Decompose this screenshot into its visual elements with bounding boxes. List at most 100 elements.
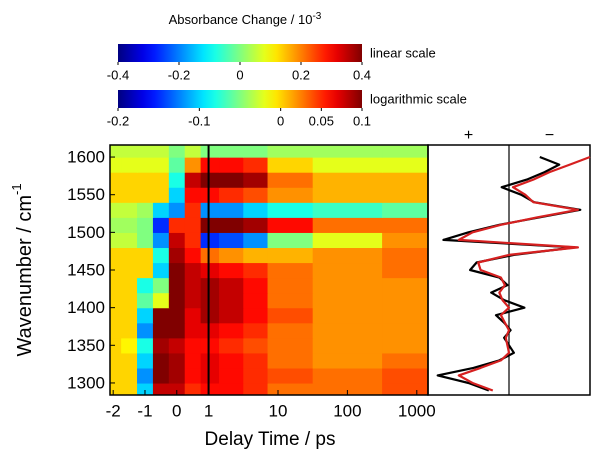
heatmap-cell	[110, 352, 122, 369]
heatmap-cell	[382, 187, 428, 203]
colorbar	[118, 44, 362, 62]
heatmap-cell	[184, 367, 202, 384]
heatmap-cell	[200, 172, 220, 188]
heatmap-cell	[382, 382, 428, 395]
sign-label: +	[464, 127, 473, 144]
heatmap-cell	[200, 352, 220, 369]
heatmap-cell	[168, 145, 186, 158]
heatmap-cell	[184, 322, 202, 339]
y-tick-label: 1600	[67, 148, 105, 167]
heatmap-cell	[110, 277, 122, 294]
heatmap-cell	[152, 247, 170, 264]
heatmap-cell	[200, 145, 220, 158]
heatmap-cell	[137, 307, 154, 324]
heatmap-cell	[200, 187, 220, 203]
heatmap-cell	[152, 322, 170, 339]
heatmap-cell	[243, 292, 269, 309]
heatmap-cell	[200, 202, 220, 218]
y-tick-label: 1400	[67, 298, 105, 317]
heatmap-cell	[382, 172, 428, 188]
heatmap-cell	[219, 202, 244, 218]
heatmap-cell	[184, 232, 202, 249]
heatmap-cell	[152, 157, 170, 173]
heatmap-cell	[243, 307, 269, 324]
heatmap-cell	[152, 292, 170, 309]
colorbar-tick-label: -0.2	[168, 67, 190, 82]
heatmap-cell	[243, 352, 269, 369]
heatmap-cell	[152, 337, 170, 354]
heatmap-cell	[121, 187, 138, 203]
heatmap-cell	[267, 247, 314, 264]
heatmap-cell	[312, 232, 383, 249]
x-tick-label: 1000	[398, 401, 436, 420]
heatmap-cell	[219, 232, 244, 249]
heatmap-cell	[184, 262, 202, 279]
heatmap-cell	[243, 367, 269, 384]
heatmap-cell	[243, 322, 269, 339]
heatmap-cell	[243, 247, 269, 264]
heatmap-cell	[219, 322, 244, 339]
spectrum-line	[457, 155, 591, 392]
heatmap-cell	[267, 367, 314, 384]
heatmap-cell	[267, 337, 314, 354]
heatmap-cell	[267, 187, 314, 203]
heatmap-cell	[121, 247, 138, 264]
heatmap-cell	[243, 337, 269, 354]
heatmap-cell	[184, 352, 202, 369]
heatmap-cell	[312, 277, 383, 294]
heatmap-cell	[267, 307, 314, 324]
colorbar-tick-label: 0.2	[292, 67, 310, 82]
y-tick-label: 1550	[67, 185, 105, 204]
heatmap-cell	[121, 202, 138, 218]
heatmap-cell	[137, 217, 154, 233]
heatmap-cell	[219, 352, 244, 369]
heatmap-cell	[184, 247, 202, 264]
heatmap-cell	[121, 157, 138, 173]
y-axis-label-exponent: -1	[9, 183, 24, 195]
x-tick-label: 0	[172, 401, 181, 420]
y-tick-label: 1300	[67, 373, 105, 392]
heatmap-cell	[382, 202, 428, 218]
colorbar-tick-label: 0.05	[309, 113, 334, 128]
heatmap-cell	[200, 322, 220, 339]
heatmap-cell	[110, 382, 122, 395]
heatmap-cell	[121, 292, 138, 309]
heatmap-cell	[219, 292, 244, 309]
heatmap-cell	[243, 232, 269, 249]
heatmap-cell	[168, 232, 186, 249]
heatmap-cell	[137, 232, 154, 249]
heatmap-cell	[267, 322, 314, 339]
heatmap-cell	[243, 172, 269, 188]
heatmap-cell	[243, 277, 269, 294]
heatmap-cell	[267, 217, 314, 233]
heatmap-cell	[219, 187, 244, 203]
x-axis-label: Delay Time / ps	[205, 429, 336, 450]
heatmap-cell	[152, 217, 170, 233]
heatmap-cell	[382, 217, 428, 233]
heatmap-cell	[219, 145, 244, 158]
heatmap-cell	[137, 247, 154, 264]
heatmap-cell	[219, 247, 244, 264]
colorbar-title: Absorbance Change / 10-3	[169, 11, 322, 28]
heatmap-cell	[168, 322, 186, 339]
heatmap-cell	[121, 352, 138, 369]
heatmap-cell	[382, 262, 428, 279]
heatmap-cell	[312, 307, 383, 324]
heatmap-cell	[382, 307, 428, 324]
heatmap-cell	[121, 367, 138, 384]
heatmap-cell	[312, 217, 383, 233]
heatmap-cell	[184, 337, 202, 354]
heatmap-cell	[168, 277, 186, 294]
heatmap-cell	[267, 292, 314, 309]
sign-label: −	[545, 127, 554, 144]
colorbar-tick-label: 0.1	[353, 113, 371, 128]
heatmap-cell	[200, 367, 220, 384]
heatmap-cell	[267, 262, 314, 279]
x-tick-label: 100	[333, 401, 361, 420]
heatmap-cell	[137, 145, 154, 158]
heatmap-cell	[121, 382, 138, 395]
heatmap-cell	[219, 367, 244, 384]
heatmap-cell	[184, 145, 202, 158]
heatmap-cell	[312, 367, 383, 384]
